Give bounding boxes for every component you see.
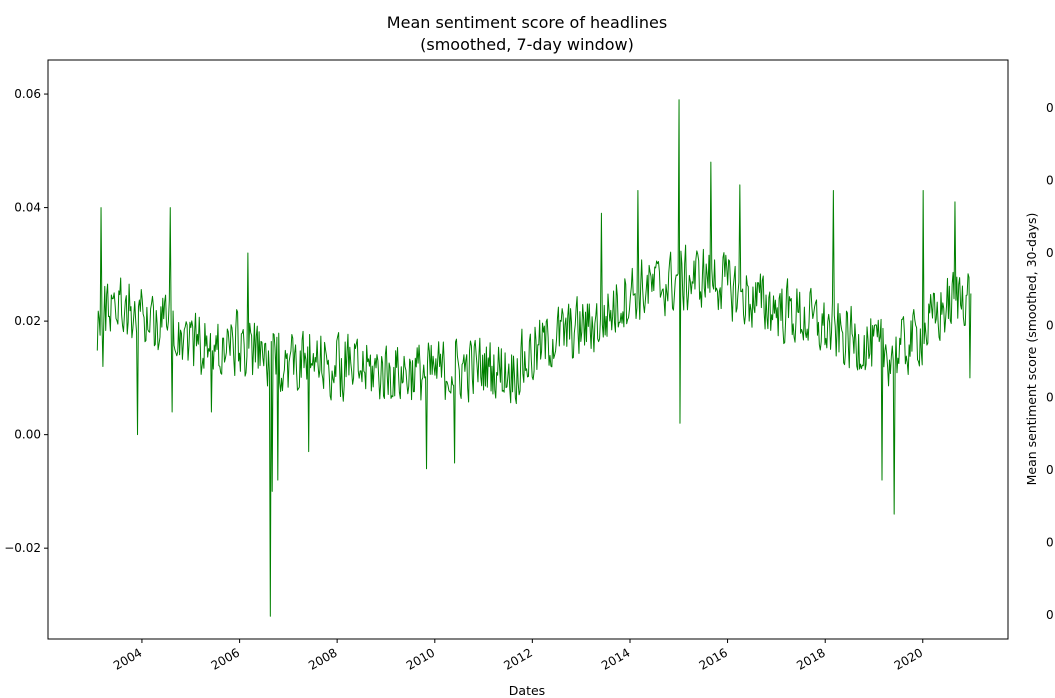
chart-subtitle: (smoothed, 7-day window) (420, 35, 634, 54)
x-tick-label: 2010 (404, 645, 437, 672)
right-y-tick-label: 0 (1046, 536, 1054, 550)
y-tick-label: −0.02 (4, 541, 41, 555)
x-axis: 2004 2006 2008 2010 2012 2014 2016 2018 2020 (111, 639, 925, 673)
x-axis-label: Dates (509, 683, 545, 698)
right-y-tick-label: 0 (1046, 318, 1054, 332)
y-axis-left: 0.06 0.04 0.02 0.00 −0.02 (4, 87, 48, 555)
right-y-tick-label: 0 (1046, 391, 1054, 405)
x-tick-label: 2016 (697, 645, 730, 672)
right-y-axis-label: Mean sentiment score (smoothed, 30-days) (1024, 213, 1039, 486)
y-axis-right: 0 0 0 0 0 0 0 0 (1046, 101, 1054, 622)
x-tick-label: 2012 (501, 645, 534, 672)
right-y-tick-label: 0 (1046, 608, 1054, 622)
right-y-tick-label: 0 (1046, 101, 1054, 115)
y-tick-label: 0.04 (14, 201, 41, 215)
plot-frame (47, 59, 1009, 640)
y-tick-label: 0.00 (14, 428, 41, 442)
right-y-tick-label: 0 (1046, 173, 1054, 187)
x-tick-label: 2008 (306, 645, 339, 672)
right-y-tick-label: 0 (1046, 246, 1054, 260)
x-tick-label: 2014 (599, 645, 632, 672)
x-tick-label: 2004 (111, 645, 144, 672)
y-tick-label: 0.06 (14, 87, 41, 101)
series-line (96, 99, 972, 617)
right-y-tick-label: 0 (1046, 463, 1054, 477)
x-tick-label: 2020 (892, 645, 925, 672)
x-tick-label: 2006 (209, 645, 242, 672)
x-tick-label: 2018 (794, 645, 827, 672)
chart-title: Mean sentiment score of headlines (387, 13, 667, 32)
y-tick-label: 0.02 (14, 314, 41, 328)
